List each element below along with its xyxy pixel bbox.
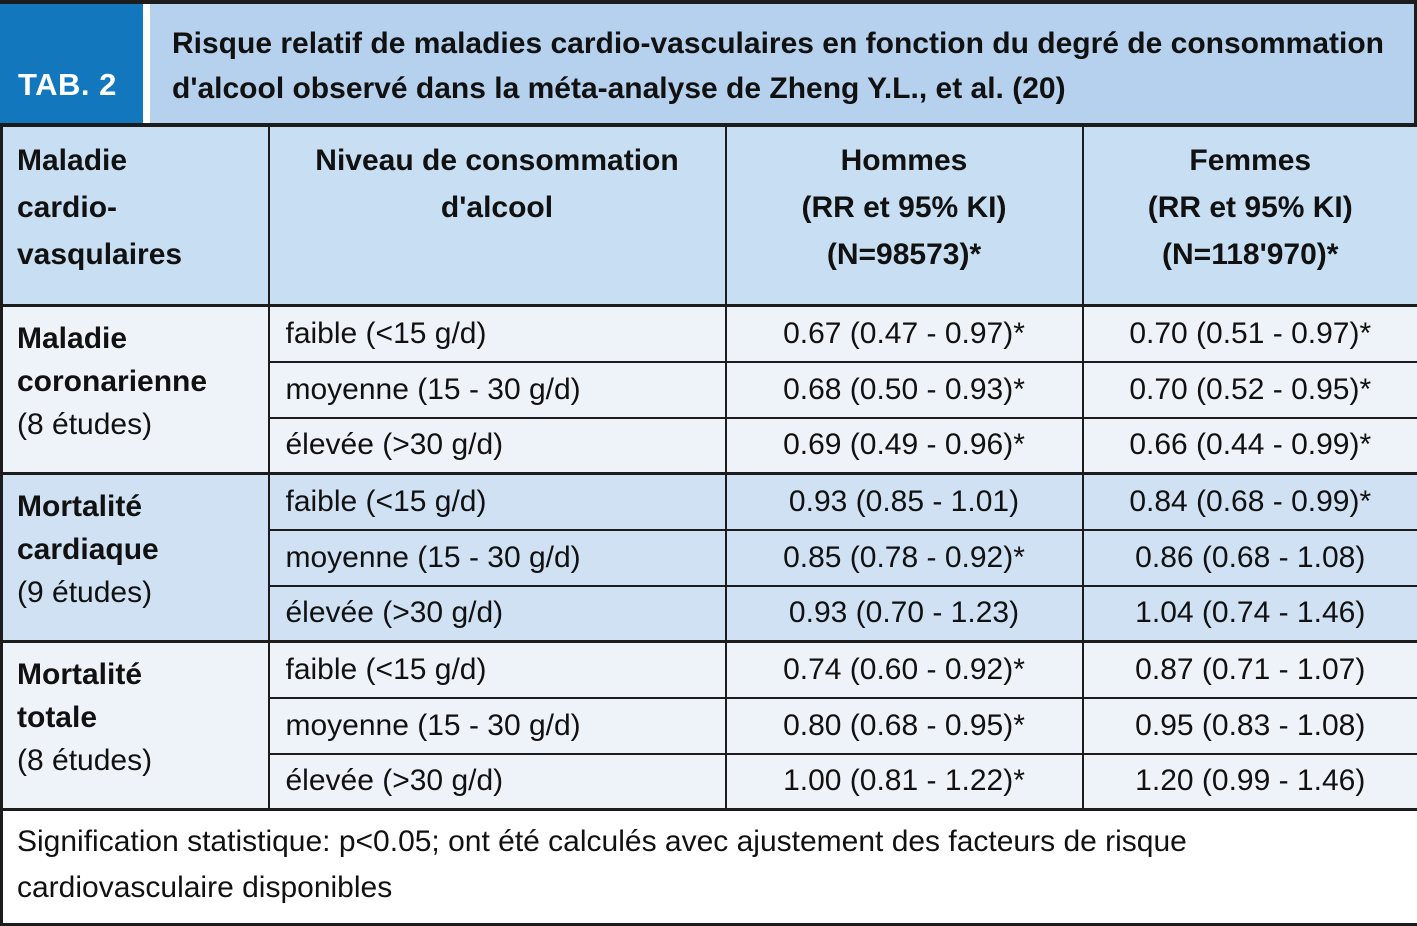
group-studies-count: (8 études) xyxy=(17,739,260,782)
table-row: Mortalité cardiaque (9 études) faible (<… xyxy=(2,474,1417,530)
femmes-value-cell: 0.86 (0.68 - 1.08) xyxy=(1083,530,1417,586)
group-name: Maladie coronarienne xyxy=(17,317,260,403)
table-number-badge: TAB. 2 xyxy=(0,4,143,123)
group-name: Mortalité cardiaque xyxy=(17,485,260,571)
data-table: Maladie cardio- vasqulaires Niveau de co… xyxy=(0,123,1417,926)
group-label-cell: Maladie coronarienne (8 études) xyxy=(2,306,269,474)
femmes-value-cell: 0.70 (0.52 - 0.95)* xyxy=(1083,362,1417,418)
level-cell: moyenne (15 - 30 g/d) xyxy=(269,698,726,754)
hommes-value-cell: 0.80 (0.68 - 0.95)* xyxy=(726,698,1083,754)
footnote-text: Signification statistique: p<0.05; ont é… xyxy=(2,810,1417,925)
femmes-value-cell: 1.20 (0.99 - 1.46) xyxy=(1083,754,1417,810)
hommes-value-cell: 0.74 (0.60 - 0.92)* xyxy=(726,642,1083,698)
table-number: TAB. 2 xyxy=(18,67,117,103)
group-label-cell: Mortalité totale (8 études) xyxy=(2,642,269,810)
level-cell: élevée (>30 g/d) xyxy=(269,586,726,642)
femmes-value-cell: 1.04 (0.74 - 1.46) xyxy=(1083,586,1417,642)
group-studies-count: (8 études) xyxy=(17,403,260,446)
hommes-value-cell: 1.00 (0.81 - 1.22)* xyxy=(726,754,1083,810)
footnote-row: Signification statistique: p<0.05; ont é… xyxy=(2,810,1417,925)
hommes-value-cell: 0.93 (0.85 - 1.01) xyxy=(726,474,1083,530)
femmes-value-cell: 0.84 (0.68 - 0.99)* xyxy=(1083,474,1417,530)
table-header-band: TAB. 2 Risque relatif de maladies cardio… xyxy=(0,0,1417,123)
level-cell: faible (<15 g/d) xyxy=(269,474,726,530)
femmes-value-cell: 0.95 (0.83 - 1.08) xyxy=(1083,698,1417,754)
group-name: Mortalité totale xyxy=(17,653,260,739)
column-header-niveau: Niveau de consommation d'alcool xyxy=(269,125,726,306)
femmes-value-cell: 0.66 (0.44 - 0.99)* xyxy=(1083,418,1417,474)
level-cell: moyenne (15 - 30 g/d) xyxy=(269,362,726,418)
group-label-cell: Mortalité cardiaque (9 études) xyxy=(2,474,269,642)
hommes-value-cell: 0.69 (0.49 - 0.96)* xyxy=(726,418,1083,474)
level-cell: moyenne (15 - 30 g/d) xyxy=(269,530,726,586)
femmes-value-cell: 0.87 (0.71 - 1.07) xyxy=(1083,642,1417,698)
column-header-hommes: Hommes (RR et 95% KI) (N=98573)* xyxy=(726,125,1083,306)
level-cell: élevée (>30 g/d) xyxy=(269,754,726,810)
table-title: Risque relatif de maladies cardio-vascul… xyxy=(150,4,1414,123)
group-studies-count: (9 études) xyxy=(17,571,260,614)
hommes-value-cell: 0.93 (0.70 - 1.23) xyxy=(726,586,1083,642)
level-cell: élevée (>30 g/d) xyxy=(269,418,726,474)
column-header-row: Maladie cardio- vasqulaires Niveau de co… xyxy=(2,125,1417,306)
hommes-value-cell: 0.68 (0.50 - 0.93)* xyxy=(726,362,1083,418)
femmes-value-cell: 0.70 (0.51 - 0.97)* xyxy=(1083,306,1417,362)
table-row: Maladie coronarienne (8 études) faible (… xyxy=(2,306,1417,362)
level-cell: faible (<15 g/d) xyxy=(269,306,726,362)
hommes-value-cell: 0.85 (0.78 - 0.92)* xyxy=(726,530,1083,586)
column-header-femmes: Femmes (RR et 95% KI) (N=118'970)* xyxy=(1083,125,1417,306)
hommes-value-cell: 0.67 (0.47 - 0.97)* xyxy=(726,306,1083,362)
column-header-maladie: Maladie cardio- vasqulaires xyxy=(2,125,269,306)
table-row: Mortalité totale (8 études) faible (<15 … xyxy=(2,642,1417,698)
level-cell: faible (<15 g/d) xyxy=(269,642,726,698)
